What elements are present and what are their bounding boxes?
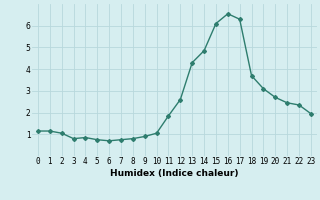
X-axis label: Humidex (Indice chaleur): Humidex (Indice chaleur) bbox=[110, 169, 239, 178]
